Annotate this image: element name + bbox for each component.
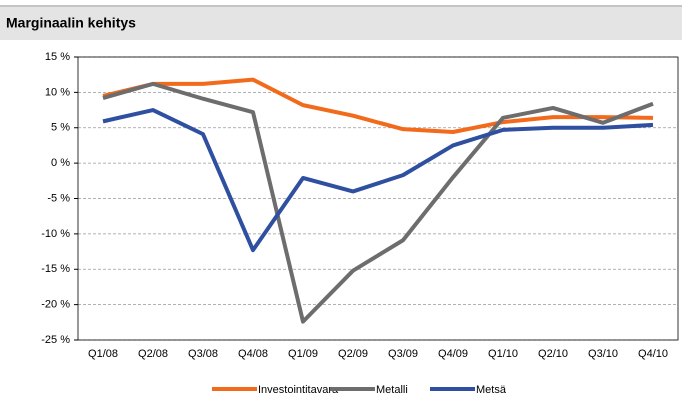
x-tick-label: Q3/09 [388,348,418,360]
series-line [102,108,654,253]
legend-label: Investointitavara [258,384,339,396]
x-tick-label: Q3/08 [188,348,218,360]
y-tick-label: -20 % [41,299,70,311]
y-tick-label: -15 % [41,263,70,275]
y-tick-label: 0 % [51,157,70,169]
y-tick-label: 10 % [45,86,70,98]
y-tick-label: -5 % [47,192,70,204]
x-tick-label: Q1/08 [88,348,118,360]
y-tick-label: 15 % [45,51,70,63]
legend-label: Metsä [476,384,507,396]
plot-border [77,56,679,341]
x-tick-label: Q2/10 [538,348,568,360]
x-tick-label: Q4/09 [438,348,468,360]
y-tick-label: -10 % [41,228,70,240]
x-tick-label: Q3/10 [588,348,618,360]
chart-title: Marginaalin kehitys [6,15,136,31]
y-tick-label: -25 % [41,334,70,346]
series-line [102,77,654,134]
x-tick-label: Q1/09 [288,348,318,360]
x-tick-label: Q2/09 [338,348,368,360]
x-tick-label: Q1/10 [488,348,518,360]
x-tick-label: Q2/08 [138,348,168,360]
series-line [102,81,654,324]
title-band [0,7,682,40]
x-tick-label: Q4/08 [238,348,268,360]
x-tick-label: Q4/10 [638,348,668,360]
y-tick-label: 5 % [51,122,70,134]
legend-label: Metalli [376,384,408,396]
